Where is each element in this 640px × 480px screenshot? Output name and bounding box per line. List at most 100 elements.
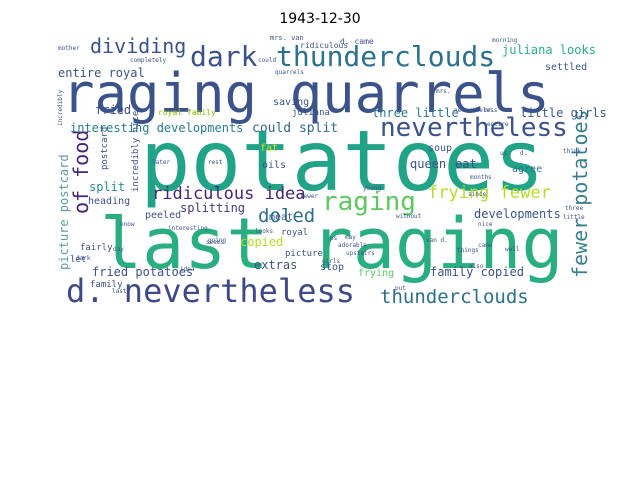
word-last-raging: last raging (100, 203, 564, 285)
word-interesting-developments: interesting developments (70, 121, 243, 135)
word-mr: mr. (484, 107, 495, 114)
word-three: three (565, 205, 583, 212)
word-picture: picture (285, 249, 323, 259)
word-morning: morning (492, 37, 518, 44)
word-fairly: fairly (80, 243, 113, 253)
word-d-nevertheless: d. nevertheless (66, 272, 355, 310)
word-entire: entire (487, 121, 509, 128)
word-saving: saving (273, 97, 309, 108)
word-little-girls: little girls (520, 106, 607, 120)
word-months: months (470, 174, 492, 181)
word-ridiculous-idea: ridiculous idea (152, 184, 306, 204)
word-fat: fat (260, 143, 278, 154)
word-mother: mother (58, 45, 80, 52)
word-dividing: dividing (90, 34, 186, 58)
word-thunderclouds: thunderclouds (276, 40, 495, 73)
word-dark: dark (76, 255, 91, 262)
word-quarrels: quarrels (275, 69, 304, 76)
word-mrs-van: mrs. van (270, 34, 304, 42)
word-little: little (563, 214, 585, 221)
word-rest: rest (208, 159, 223, 166)
word-girls: girls (322, 258, 340, 265)
word-also: also (469, 263, 484, 270)
word-doled: doled (258, 205, 315, 227)
word-stop: stop (320, 262, 344, 273)
word-fried-potatoes: fried potatoes (92, 265, 193, 279)
word-interesting: interesting (168, 225, 208, 232)
word-incredibly: incredibly (57, 89, 64, 126)
word-royal: royal (281, 228, 308, 238)
word-well: well (505, 246, 520, 253)
word-put: put (395, 285, 406, 292)
word-seems: seems (206, 239, 224, 246)
word-things: things (457, 247, 479, 254)
word-juliana: juliana (292, 108, 330, 118)
word-van-d: van d. (426, 237, 448, 244)
word-d: d. (520, 150, 527, 157)
word-upstairs: upstairs (346, 250, 375, 257)
word-could-split: could split (252, 121, 338, 136)
word-entire-royal: entire royal (58, 66, 145, 80)
word-without: without (396, 213, 422, 220)
word-royal-family: royal family (158, 108, 216, 117)
word-raging-quarrels: raging quarrels (62, 62, 550, 125)
word-postcard: postcard (100, 127, 110, 170)
word-nevertheless: nevertheless (380, 113, 568, 143)
word-completely: completely (130, 57, 167, 64)
word-of-food: of food (69, 130, 93, 214)
figure-title: 1943-12-30 (279, 11, 361, 27)
word-day: day (113, 246, 124, 253)
word-settled: settled (545, 62, 587, 73)
word-ridiculous: ridiculous (300, 41, 348, 50)
word-dark: dark (190, 40, 258, 73)
word-going: going (208, 237, 226, 244)
word-fried: fried (95, 103, 131, 117)
word-adorable: adorable (338, 242, 367, 249)
word-frying-fewer: frying fewer (428, 183, 551, 203)
word-last: last (112, 288, 127, 295)
word-meat: meat (269, 212, 293, 223)
word-split: split (89, 180, 125, 194)
word-later: later (152, 159, 170, 166)
word-developments: developments (474, 207, 561, 221)
word-may: may (345, 234, 356, 241)
word-agree: agree (512, 164, 542, 175)
word-juliana-looks: juliana looks (502, 43, 596, 57)
word-ps: ps (330, 235, 338, 242)
word-young: young (363, 185, 381, 192)
word-splitting: splitting (180, 201, 245, 215)
word-potatoes: potatoes (140, 112, 545, 210)
word-d-came: d. came (340, 37, 374, 46)
word-heading: heading (88, 196, 130, 207)
word-nice: nice (478, 221, 493, 228)
word-could: could (258, 57, 276, 64)
word-three-little: three little (372, 106, 459, 120)
word-nevertheless: nevertheless (454, 107, 498, 114)
word-looks: looks (255, 228, 273, 235)
word-fewer-potatoes: fewer potatoes (568, 109, 592, 278)
word-queen: queen (410, 157, 446, 171)
word-eat: eat (455, 157, 477, 171)
word-incredibly-nice: incredibly nice (131, 111, 141, 192)
word-frying: frying (358, 268, 394, 279)
word-extras: extras (254, 258, 297, 272)
word-let: let (70, 255, 86, 265)
word-raging: raging (322, 187, 416, 217)
word-picture-postcard: picture postcard (57, 154, 71, 270)
word-family-copied: family copied (430, 265, 524, 279)
word-since: since (468, 191, 486, 198)
word-oils: oils (262, 160, 286, 171)
word-know: know (120, 221, 135, 228)
word-idea: idea (180, 266, 195, 273)
word-peeled: peeled (145, 210, 181, 221)
word-us: us (500, 150, 508, 157)
word-think: think (563, 148, 581, 155)
word-thunderclouds: thunderclouds (380, 286, 529, 308)
word-came: came (478, 242, 493, 249)
word-soup: soup (428, 143, 452, 154)
word-mrs: mrs. (436, 88, 450, 95)
word-fewer: fewer (300, 193, 318, 200)
word-copied: copied (240, 235, 283, 249)
